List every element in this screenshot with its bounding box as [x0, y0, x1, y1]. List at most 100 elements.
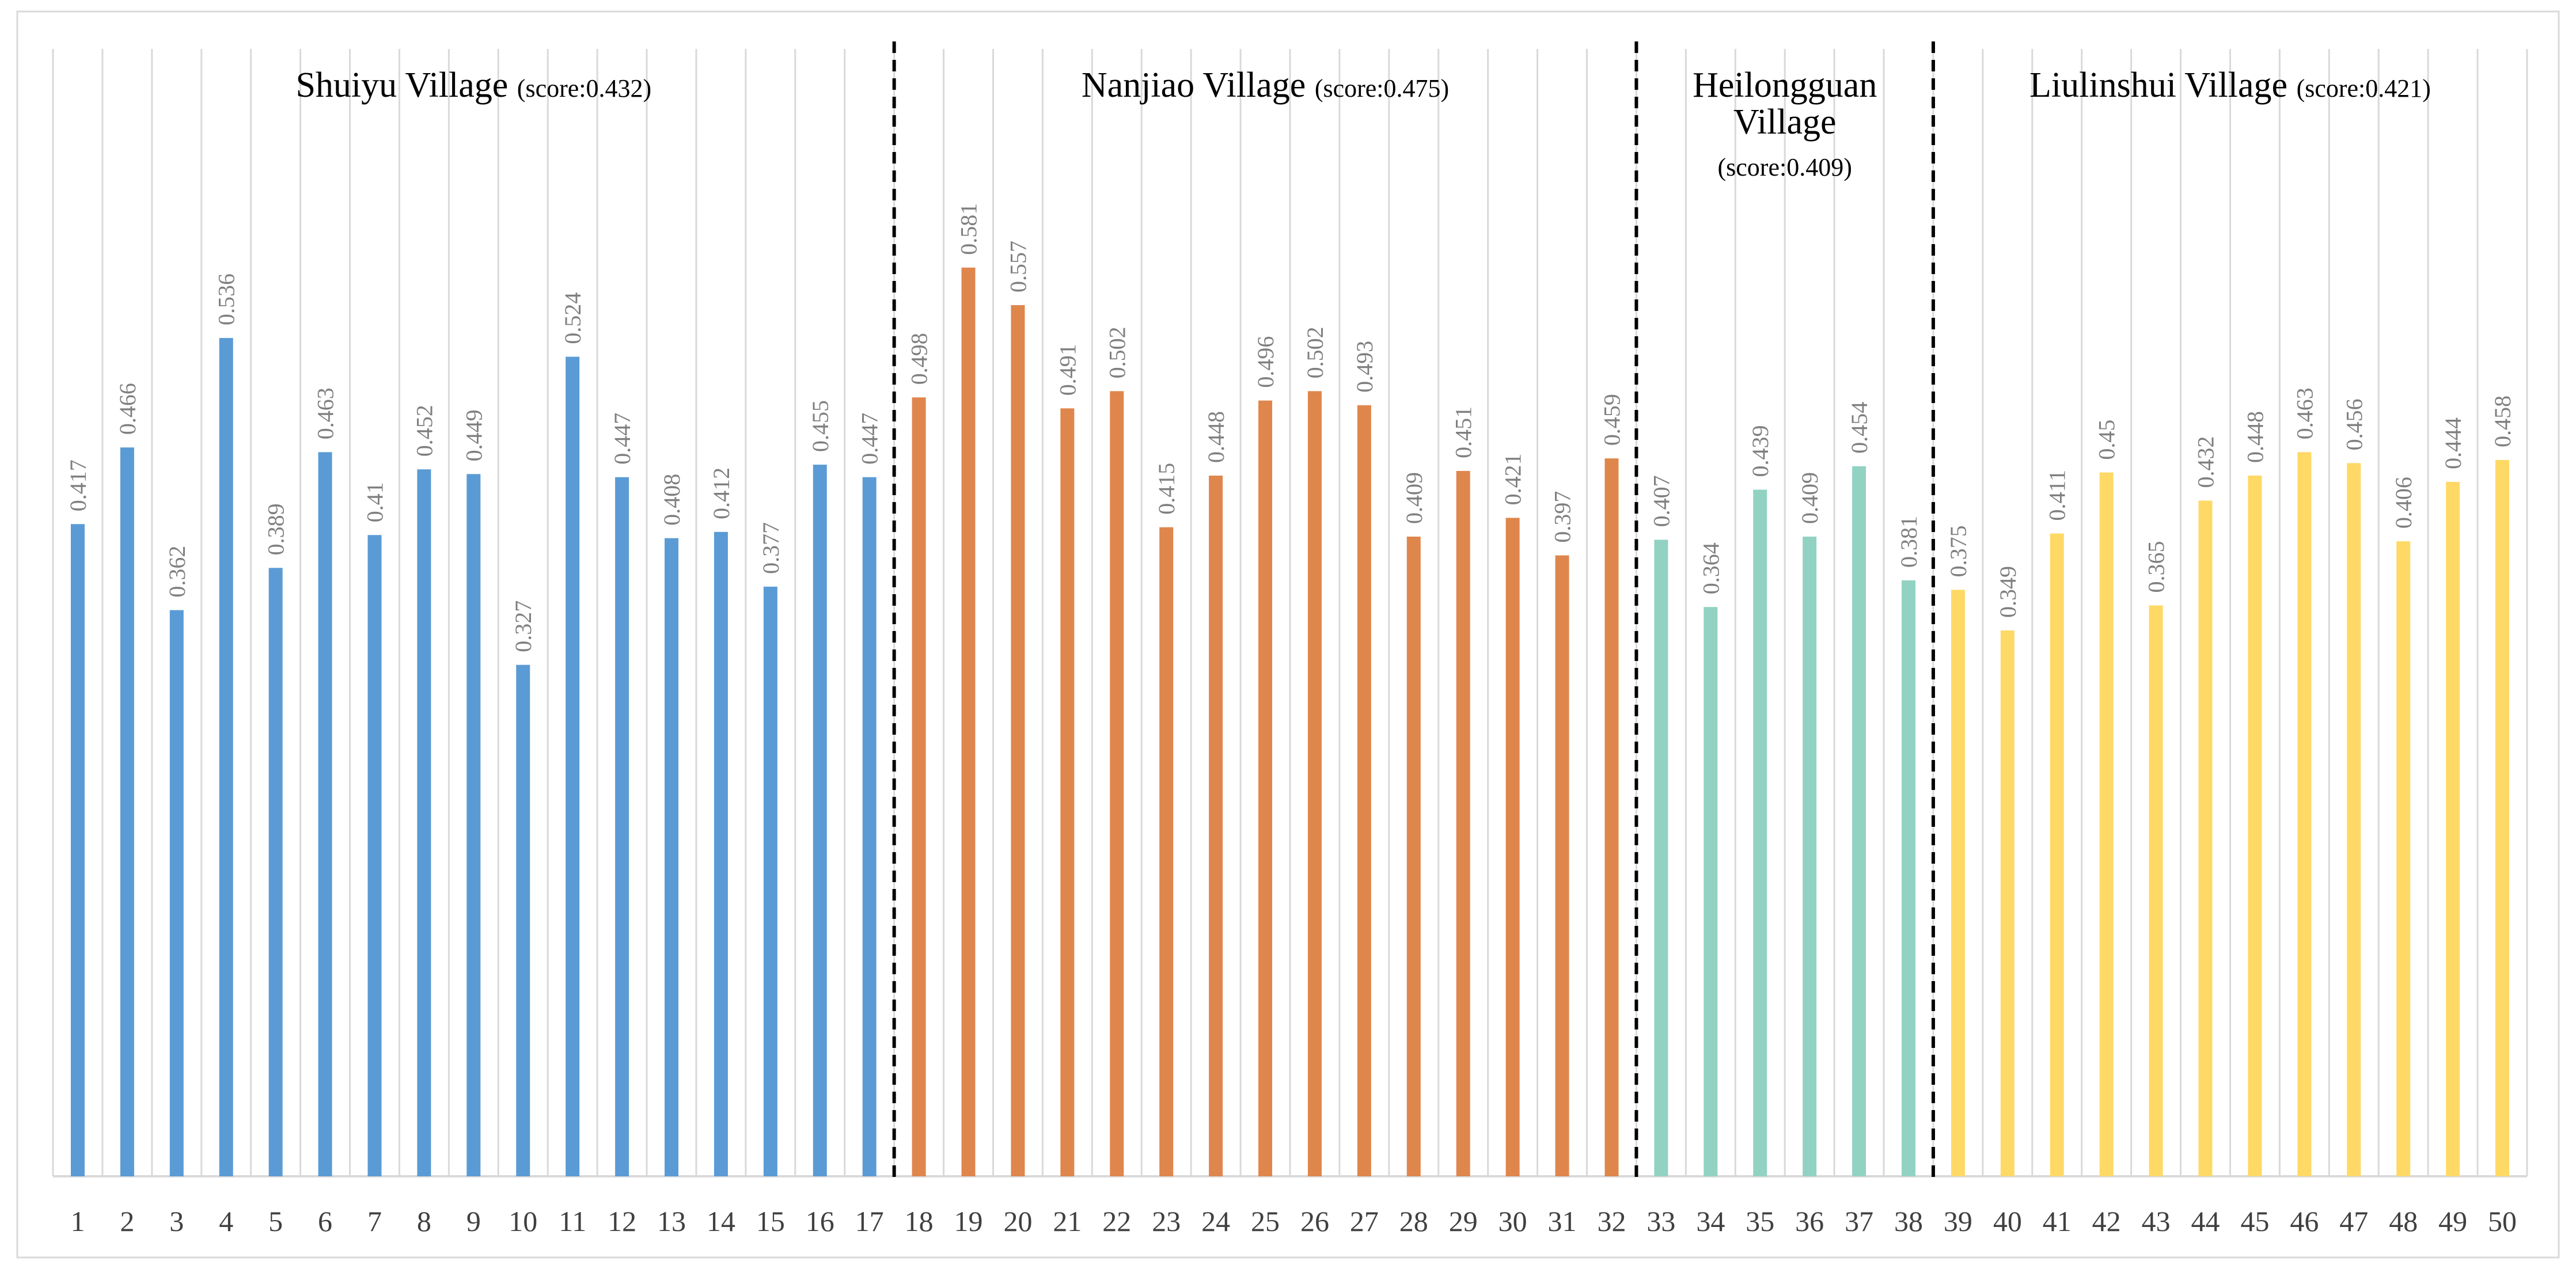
bar-3 — [169, 610, 184, 1176]
data-label-2: 0.466 — [115, 383, 141, 435]
tick-label-22: 22 — [1102, 1205, 1131, 1237]
bar-18 — [912, 397, 926, 1177]
tick-label-50: 50 — [2488, 1205, 2517, 1237]
bar-14 — [714, 531, 728, 1176]
group-score-3: (score:0.409) — [1718, 153, 1852, 181]
tick-label-43: 43 — [2142, 1205, 2171, 1237]
bar-28 — [1406, 536, 1421, 1176]
bar-49 — [2446, 481, 2460, 1176]
data-label-43: 0.365 — [2143, 541, 2169, 593]
tick-label-17: 17 — [855, 1205, 884, 1237]
tick-label-25: 25 — [1251, 1205, 1280, 1237]
bar-27 — [1357, 405, 1371, 1176]
tick-label-44: 44 — [2191, 1205, 2220, 1237]
group-name-4: Liulinshui Village — [2029, 66, 2297, 105]
bar-41 — [2050, 533, 2064, 1176]
tick-label-32: 32 — [1597, 1205, 1626, 1237]
tick-label-2: 2 — [120, 1205, 134, 1237]
data-label-1: 0.417 — [65, 459, 91, 511]
bar-25 — [1258, 400, 1273, 1177]
tick-label-27: 27 — [1350, 1205, 1379, 1237]
bar-35 — [1753, 489, 1767, 1176]
bar-12 — [615, 477, 629, 1176]
data-label-42: 0.45 — [2094, 420, 2120, 460]
tick-label-46: 46 — [2290, 1205, 2319, 1237]
data-label-29: 0.451 — [1451, 406, 1477, 458]
bar-13 — [665, 538, 678, 1177]
data-label-41: 0.411 — [2044, 470, 2070, 521]
tick-label-49: 49 — [2438, 1205, 2467, 1237]
tick-label-15: 15 — [756, 1205, 785, 1237]
tick-label-36: 36 — [1795, 1205, 1824, 1237]
group-name-1: Shuiyu Village — [295, 66, 517, 105]
data-label-26: 0.502 — [1302, 326, 1328, 378]
tick-label-40: 40 — [1993, 1205, 2022, 1237]
group-score-2: (score:0.475) — [1315, 74, 1449, 102]
data-label-25: 0.496 — [1253, 336, 1278, 388]
bar-9 — [466, 474, 481, 1177]
tick-label-7: 7 — [367, 1205, 382, 1237]
bar-17 — [862, 477, 877, 1176]
bar-44 — [2198, 500, 2213, 1176]
tick-label-3: 3 — [169, 1205, 184, 1237]
data-label-35: 0.439 — [1747, 425, 1773, 477]
data-label-19: 0.581 — [956, 203, 982, 255]
data-label-37: 0.454 — [1846, 402, 1872, 454]
bar-15 — [763, 586, 777, 1176]
tick-label-13: 13 — [657, 1205, 686, 1237]
bar-45 — [2248, 476, 2262, 1176]
tick-label-33: 33 — [1646, 1205, 1675, 1237]
group-title-4: Liulinshui Village (score:0.421) — [2029, 66, 2431, 105]
data-label-14: 0.412 — [708, 468, 734, 519]
data-label-6: 0.463 — [313, 387, 339, 439]
data-label-17: 0.447 — [857, 413, 883, 465]
bar-48 — [2396, 541, 2411, 1177]
bar-6 — [318, 452, 332, 1176]
tick-label-21: 21 — [1053, 1205, 1082, 1237]
bar-36 — [1803, 536, 1817, 1176]
bar-32 — [1604, 458, 1619, 1176]
data-label-33: 0.407 — [1648, 475, 1674, 527]
data-label-36: 0.409 — [1797, 472, 1823, 524]
bar-43 — [2149, 605, 2163, 1176]
data-label-10: 0.327 — [510, 601, 536, 652]
data-label-12: 0.447 — [609, 413, 635, 465]
bar-40 — [2000, 630, 2014, 1176]
tick-label-1: 1 — [70, 1205, 85, 1237]
tick-label-5: 5 — [268, 1205, 283, 1237]
tick-label-41: 41 — [2043, 1205, 2072, 1237]
tick-label-31: 31 — [1548, 1205, 1577, 1237]
x-tick-labels: 1 2 3 4 5 6 7 8 9 10 11 12 13 14 15 16 17 18 19 20 21 22 23 24 2… — [70, 1205, 2517, 1237]
bar-42 — [2099, 472, 2114, 1176]
data-label-45: 0.448 — [2242, 411, 2268, 463]
data-label-24: 0.448 — [1203, 411, 1229, 463]
data-label-7: 0.41 — [362, 482, 388, 522]
tick-label-39: 39 — [1944, 1205, 1972, 1237]
data-label-23: 0.415 — [1154, 463, 1179, 515]
group-score-4: (score:0.421) — [2297, 74, 2431, 102]
data-label-34: 0.364 — [1698, 542, 1724, 594]
tick-label-28: 28 — [1399, 1205, 1428, 1237]
bar-50 — [2495, 459, 2510, 1176]
data-label-18: 0.498 — [906, 333, 932, 385]
data-label-40: 0.349 — [1995, 566, 2021, 618]
tick-label-23: 23 — [1152, 1205, 1181, 1237]
data-label-44: 0.432 — [2193, 436, 2219, 488]
tick-label-20: 20 — [1003, 1205, 1032, 1237]
tick-label-14: 14 — [707, 1205, 735, 1237]
bar-46 — [2297, 452, 2312, 1176]
bar-34 — [1704, 607, 1718, 1176]
bar-7 — [367, 535, 382, 1176]
tick-label-48: 48 — [2389, 1205, 2418, 1237]
bar-22 — [1110, 391, 1124, 1177]
bar-23 — [1159, 527, 1174, 1176]
data-label-38: 0.381 — [1896, 516, 1922, 568]
tick-label-18: 18 — [905, 1205, 934, 1237]
group-title-line-3-2: Village — [1733, 102, 1837, 142]
tick-label-26: 26 — [1300, 1205, 1329, 1237]
data-label-39: 0.375 — [1945, 525, 1971, 577]
data-label-28: 0.409 — [1401, 472, 1427, 524]
bar-24 — [1209, 476, 1223, 1176]
bar-47 — [2347, 463, 2361, 1176]
